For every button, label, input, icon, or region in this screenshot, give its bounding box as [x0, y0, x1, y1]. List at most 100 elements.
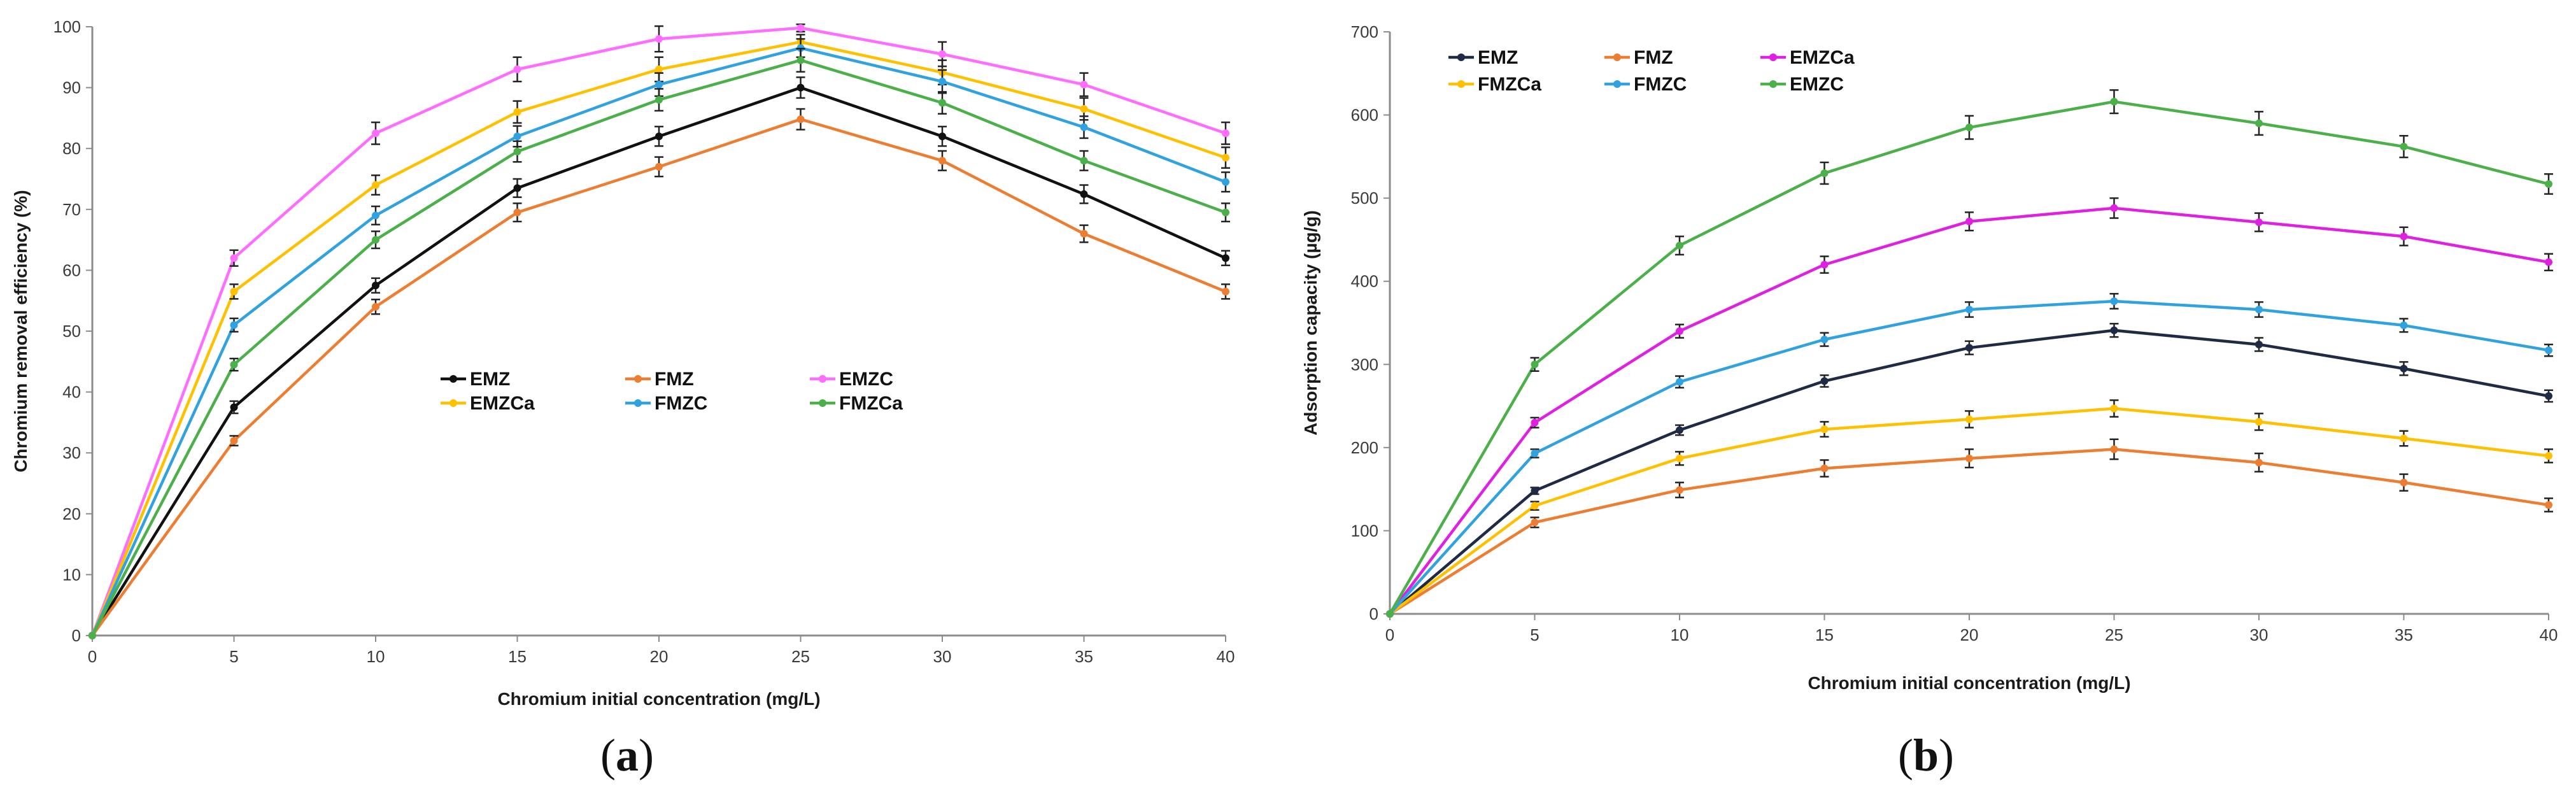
series-emzc	[1386, 89, 2553, 618]
data-point	[2110, 445, 2118, 453]
y-tick-label: 0	[1369, 604, 1378, 623]
data-point	[2255, 340, 2263, 348]
data-point	[1080, 105, 1088, 113]
x-tick-label: 25	[2105, 625, 2123, 644]
x-tick-label: 10	[367, 647, 385, 666]
series-fmzca	[1386, 399, 2553, 618]
data-point	[2545, 451, 2552, 460]
data-point	[1965, 306, 1973, 314]
legend-item-fmz: FMZ	[1604, 47, 1673, 68]
y-tick-label: 400	[1351, 272, 1378, 291]
data-point	[2110, 97, 2118, 106]
legend-marker	[1613, 53, 1621, 61]
data-point	[2255, 306, 2263, 314]
data-point	[372, 236, 379, 244]
series-line	[1389, 448, 2549, 615]
data-point	[1820, 464, 1829, 473]
legend-marker	[634, 399, 642, 407]
x-tick-label: 20	[1960, 625, 1979, 644]
legend: EMZ FMZ EMZC EMZCa FMZC FMZCa	[441, 369, 903, 414]
data-point	[2545, 346, 2552, 355]
data-point	[230, 321, 238, 329]
x-tick-label: 5	[229, 647, 238, 666]
legend-item-emzc: EMZC	[1760, 74, 1844, 95]
y-tick-label: 500	[1351, 188, 1378, 208]
data-point	[1222, 178, 1229, 186]
x-axis-title: Chromium initial concentration (mg/L)	[497, 689, 820, 709]
series-emzc	[88, 23, 1230, 639]
data-point	[513, 184, 521, 192]
data-point	[372, 302, 379, 311]
y-tick-label: 60	[62, 260, 81, 280]
data-point	[796, 115, 805, 124]
data-point	[1531, 502, 1539, 510]
x-tick-label: 0	[88, 647, 97, 666]
y-tick-label: 90	[62, 78, 81, 97]
x-tick-label: 25	[791, 647, 810, 666]
data-point	[2110, 326, 2118, 334]
x-tick-label: 30	[2250, 625, 2268, 644]
data-point	[655, 162, 663, 171]
legend-item-fmz: FMZ	[625, 369, 694, 390]
y-tick-label: 0	[72, 626, 81, 645]
data-point	[1222, 287, 1229, 295]
legend-item-fmzc: FMZC	[1604, 74, 1687, 95]
data-point	[1222, 153, 1229, 162]
data-point	[513, 65, 521, 73]
x-tick-label: 5	[1530, 625, 1539, 644]
x-tick-label: 10	[1671, 625, 1689, 644]
data-point	[1965, 344, 1973, 352]
y-axis-title: Chromium removal efficiency (%)	[11, 190, 31, 472]
y-tick-label: 70	[62, 200, 81, 219]
data-point	[1676, 426, 1683, 434]
legend-item-emz: EMZ	[441, 369, 510, 390]
data-point	[796, 24, 805, 32]
x-tick-label: 30	[933, 647, 952, 666]
legend-label: EMZCa	[1790, 47, 1855, 68]
legend-label: EMZ	[1478, 47, 1518, 68]
data-point	[372, 181, 379, 189]
data-point	[1965, 124, 1973, 132]
legend-marker	[1613, 80, 1621, 88]
legend: EMZ FMZ EMZCa FMZCa FMZC EMZC	[1448, 47, 1855, 95]
x-axis-title: Chromium initial concentration (mg/L)	[1808, 673, 2130, 693]
panel-label-b: (b)	[1898, 730, 1954, 781]
y-axis-title: Adsorption capacity (µg/g)	[1301, 210, 1320, 436]
data-point	[2545, 501, 2552, 509]
data-point	[1676, 378, 1683, 386]
series-emzca	[88, 34, 1230, 639]
data-point	[88, 632, 96, 639]
legend-label: EMZCa	[470, 393, 535, 414]
legend-label: EMZC	[1790, 74, 1844, 95]
y-tick-label: 200	[1351, 438, 1378, 457]
legend-item-emzca: EMZCa	[441, 393, 535, 414]
legend-label: FMZCa	[839, 393, 903, 414]
data-point	[2255, 218, 2263, 227]
x-tick-label: 35	[2395, 625, 2413, 644]
legend-marker	[1769, 80, 1777, 88]
legend-item-emzca: EMZCa	[1760, 47, 1855, 68]
data-point	[1965, 454, 1973, 462]
x-tick-label: 35	[1075, 647, 1093, 666]
data-point	[230, 437, 238, 445]
data-point	[2400, 232, 2408, 241]
legend-item-fmzca: FMZCa	[1448, 74, 1541, 95]
x-tick-label: 15	[1815, 625, 1834, 644]
data-point	[938, 99, 946, 107]
data-point	[2255, 418, 2263, 426]
legend-item-fmzca: FMZCa	[810, 393, 903, 414]
series-emz	[1386, 323, 2553, 618]
data-point	[1531, 360, 1539, 369]
data-point	[2545, 180, 2552, 188]
data-point	[1531, 418, 1539, 427]
data-point	[230, 403, 238, 411]
data-point	[1676, 486, 1683, 494]
data-point	[2400, 321, 2408, 329]
series-line	[1389, 329, 2549, 615]
data-point	[938, 78, 946, 86]
data-point	[1531, 518, 1539, 527]
data-point	[2110, 204, 2118, 212]
data-point	[1820, 377, 1829, 385]
legend-marker	[449, 375, 457, 383]
